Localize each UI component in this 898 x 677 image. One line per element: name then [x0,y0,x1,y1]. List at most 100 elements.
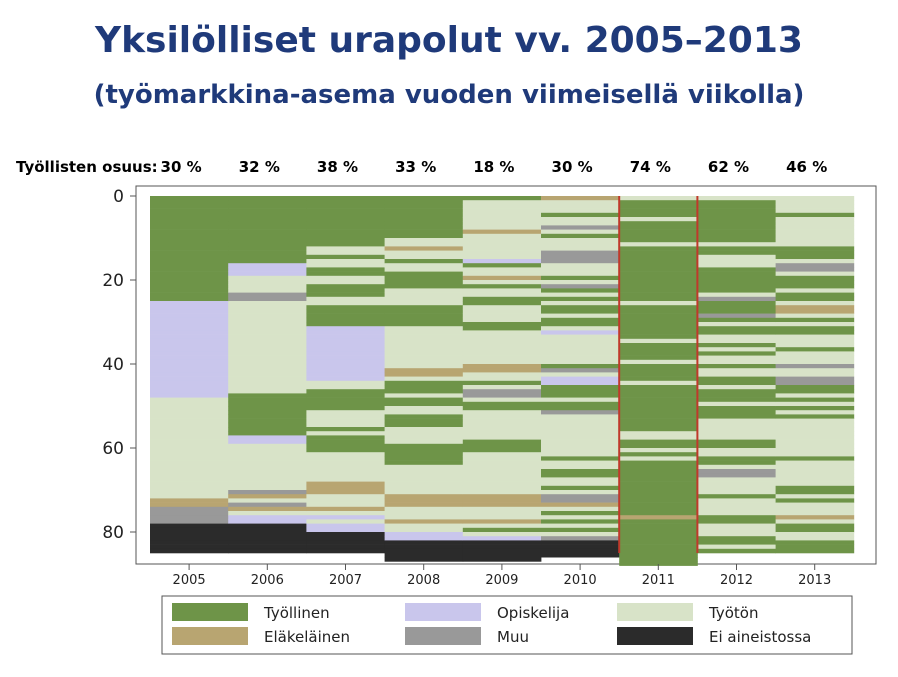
sequence-cell [150,317,229,323]
sequence-cell [150,435,229,440]
sequence-cell [228,431,307,436]
sequence-cell [775,460,855,466]
sequence-cell [697,229,776,235]
sequence-cell [462,376,542,382]
sequence-cell [619,284,698,289]
sequence-cell [697,540,776,545]
sequence-cell [228,267,307,272]
sequence-cell [697,334,776,340]
sequence-cell [462,490,542,495]
sequence-cell [306,385,385,390]
sequence-cell [697,452,776,457]
sequence-cell [541,330,620,335]
sequence-cell [306,544,385,550]
x-tick-label: 2008 [407,573,440,588]
sequence-cell [541,422,620,428]
sequence-cell [462,368,542,373]
sequence-cell [697,225,776,230]
sequence-cell [384,250,464,256]
sequence-cell [384,364,464,369]
sequence-cell [462,204,542,209]
sequence-cell [150,456,229,461]
sequence-cell [619,502,698,508]
sequence-cell [619,431,698,436]
sequence-cell [384,452,464,457]
sequence-cell [384,221,464,226]
sequence-cell [228,296,307,302]
sequence-cell [541,284,620,289]
sequence-cell [150,548,229,554]
sequence-cell [150,439,229,445]
sequence-cell [306,351,385,356]
sequence-cell [150,229,229,235]
sequence-cell [541,544,620,550]
sequence-cell [384,196,464,201]
sequence-cell [150,385,229,390]
sequence-cell [619,485,698,491]
sequence-cell [462,557,542,562]
sequence-cell [384,435,464,440]
sequence-cell [541,364,620,369]
sequence-cell [775,519,855,524]
sequence-cell [462,498,542,503]
sequence-cell [384,427,464,432]
sequence-cell [462,443,542,449]
sequence-cell [775,498,855,503]
sequence-cell [228,439,307,445]
sequence-cell [462,406,542,411]
sequence-cell [697,280,776,285]
sequence-cell [775,208,855,214]
sequence-cell [384,334,464,340]
sequence-cell [384,284,464,289]
sequence-cell [384,296,464,302]
sequence-cell [306,401,385,407]
sequence-cell [306,254,385,260]
sequence-cell [541,317,620,323]
sequence-cell [619,380,698,386]
sequence-cell [697,548,776,554]
sequence-cell [228,460,307,466]
sequence-cell [619,225,698,230]
sequence-cell [228,351,307,356]
sequence-cell [775,439,855,445]
sequence-cell [384,385,464,390]
sequence-cell [306,548,385,554]
sequence-cell [306,418,385,424]
sequence-cell [619,511,698,516]
sequence-cell [306,443,385,449]
sequence-cell [228,435,307,440]
x-tick-label: 2012 [720,573,753,588]
sequence-cell [150,506,229,512]
sequence-cell [384,355,464,361]
sequence-cell [462,389,542,394]
legend-swatch [617,627,693,645]
sequence-cell [306,393,385,398]
sequence-cell [697,376,776,382]
sequence-cell [619,443,698,449]
sequence-cell [462,548,542,554]
sequence-cell [228,464,307,470]
sequence-cell [384,275,464,281]
page-title: Yksilölliset urapolut vv. 2005–2013 [95,20,803,61]
sequence-cell [306,422,385,428]
sequence-cell [306,515,385,520]
sequence-cell [541,359,620,365]
sequence-cell [228,519,307,524]
sequence-cell [150,473,229,478]
sequence-cell [462,422,542,428]
x-tick-label: 2013 [798,573,831,588]
sequence-cell [228,313,307,319]
sequence-cell [150,372,229,377]
sequence-cell [150,523,229,529]
sequence-cell [150,326,229,331]
sequence-cell [306,309,385,314]
sequence-cell [228,254,307,260]
sequence-cell [619,238,698,243]
sequence-cell [306,469,385,474]
sequence-cell [697,208,776,214]
sequence-cell [228,414,307,419]
legend-swatch [617,603,693,621]
sequence-cell [541,280,620,285]
sequence-cell [150,460,229,466]
sequence-cell [541,498,620,503]
